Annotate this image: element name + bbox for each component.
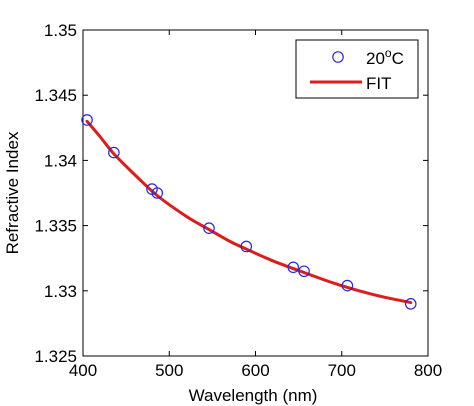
- y-tick-label: 1.35: [44, 21, 77, 40]
- x-tick-label: 800: [414, 361, 442, 380]
- x-axis-ticks: 400 500 600 700 800: [69, 30, 442, 380]
- data-point: [240, 240, 253, 253]
- data-point: [341, 279, 354, 292]
- series-layer: [81, 114, 417, 310]
- y-tick-label: 1.33: [44, 282, 77, 301]
- y-tick-label: 1.345: [34, 86, 77, 105]
- y-axis-label: Refractive Index: [3, 131, 22, 254]
- x-tick-label: 400: [69, 361, 97, 380]
- data-point: [151, 187, 164, 199]
- legend-marker-20c: [332, 51, 344, 63]
- data-point: [298, 265, 310, 278]
- data-point: [287, 261, 300, 274]
- x-tick-label: 500: [155, 361, 183, 380]
- y-tick-label: 1.325: [34, 347, 77, 366]
- data-point: [404, 298, 417, 310]
- y-axis-ticks: 1.325 1.33 1.335 1.34 1.345 1.35: [34, 21, 428, 366]
- y-tick-label: 1.34: [44, 151, 77, 170]
- data-point: [81, 114, 93, 126]
- x-tick-label: 600: [241, 361, 269, 380]
- data-point: [203, 222, 215, 235]
- x-axis-label: Wavelength (nm): [189, 386, 318, 405]
- legend-label-fit: FIT: [366, 74, 392, 93]
- legend-box: [295, 39, 419, 99]
- data-point: [108, 146, 120, 159]
- legend-label-20c: 20oC: [366, 46, 404, 68]
- x-tick-label: 700: [328, 361, 356, 380]
- legend: 20oC FIT: [295, 39, 419, 99]
- y-tick-label: 1.335: [34, 217, 77, 236]
